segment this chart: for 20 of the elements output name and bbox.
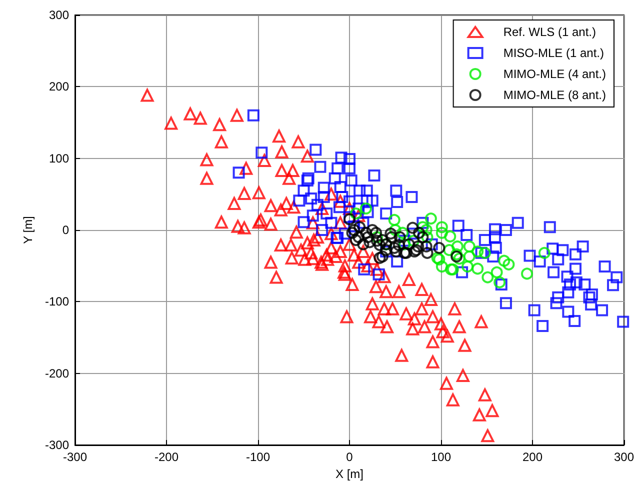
x-tick-label: 100 — [430, 450, 452, 464]
legend-label: MIMO-MLE (8 ant.) — [503, 88, 606, 102]
x-tick-label: 200 — [522, 450, 543, 464]
y-tick-label: -100 — [44, 294, 70, 309]
x-tick-label: 0 — [346, 450, 354, 464]
legend-label: Ref. WLS (1 ant.) — [503, 25, 596, 39]
x-tick-label: -100 — [246, 450, 270, 464]
y-tick-label: -300 — [44, 438, 70, 452]
x-tick-label: -200 — [154, 450, 179, 464]
y-tick-label: -200 — [44, 366, 70, 380]
y-axis-title: Y [m] — [21, 216, 36, 244]
y-tick-label: 200 — [48, 80, 70, 94]
legend-label: MIMO-MLE (4 ant.) — [503, 67, 606, 81]
legend-label: MISO-MLE (1 ant.) — [503, 46, 604, 60]
y-tick-label: 300 — [48, 8, 70, 22]
x-axis-title: X [m] — [335, 466, 364, 481]
x-tick-label: 300 — [614, 450, 634, 464]
y-tick-label: 0 — [62, 223, 70, 237]
x-tick-label: -300 — [62, 450, 88, 464]
y-tick-label: 100 — [48, 151, 70, 166]
